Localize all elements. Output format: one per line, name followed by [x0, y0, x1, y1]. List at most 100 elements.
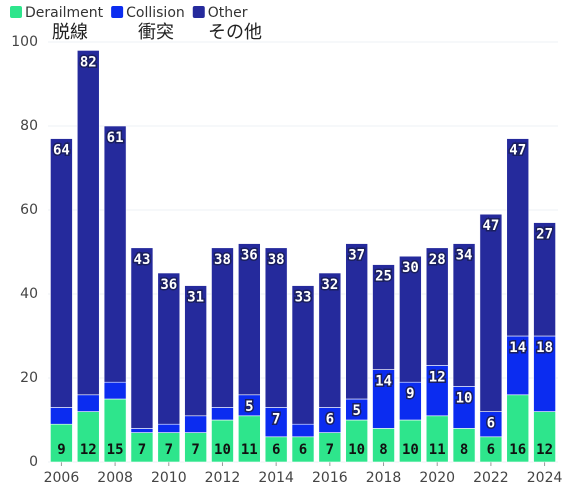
x-tick-label: 2012 — [205, 470, 241, 486]
data-label: 37 — [348, 248, 365, 264]
bar-segment — [50, 138, 73, 408]
data-label: 31 — [187, 290, 204, 306]
bar-segment — [211, 407, 234, 421]
bar-segment — [157, 272, 181, 425]
bar-segment — [291, 285, 315, 425]
bar-segment — [506, 138, 530, 337]
data-label: 7 — [165, 442, 173, 458]
bar-segment — [157, 423, 181, 433]
data-label: 38 — [268, 252, 285, 268]
data-label: 27 — [536, 227, 553, 243]
data-label: 9 — [57, 442, 65, 458]
data-label: 7 — [272, 411, 280, 427]
bar-segment — [264, 247, 288, 408]
legend-swatch — [10, 6, 22, 18]
bar-segment — [318, 272, 342, 408]
data-label: 5 — [245, 399, 253, 415]
x-tick-label: 2016 — [312, 470, 348, 486]
data-label: 12 — [429, 369, 446, 385]
data-label: 28 — [429, 252, 446, 268]
annotation: 脱線 — [52, 22, 88, 43]
data-label: 8 — [460, 442, 468, 458]
data-label: 10 — [456, 390, 473, 406]
data-label: 36 — [160, 277, 177, 293]
data-label: 47 — [509, 143, 526, 159]
data-label: 6 — [299, 442, 307, 458]
data-label: 82 — [80, 54, 97, 70]
x-tick-label: 2010 — [151, 470, 187, 486]
data-label: 18 — [536, 340, 553, 356]
data-label: 6 — [272, 442, 280, 458]
x-tick-label: 2020 — [419, 470, 455, 486]
data-label: 5 — [352, 403, 360, 419]
bar-segment — [76, 394, 100, 412]
y-tick-label: 20 — [20, 370, 38, 386]
x-tick-label: 2022 — [473, 470, 509, 486]
y-tick-label: 100 — [11, 34, 38, 50]
data-label: 7 — [191, 442, 199, 458]
bar-segment — [184, 285, 207, 417]
data-label: 8 — [379, 442, 387, 458]
data-label: 6 — [487, 416, 495, 432]
legend-label: Other — [208, 5, 248, 21]
data-label: 43 — [134, 252, 151, 268]
data-label: 16 — [509, 442, 526, 458]
data-label: 64 — [53, 143, 70, 159]
data-label: 9 — [406, 386, 414, 402]
data-label: 33 — [295, 290, 312, 306]
data-label: 10 — [214, 442, 231, 458]
data-label: 61 — [107, 130, 124, 146]
bar-segment — [103, 125, 127, 383]
data-label: 10 — [348, 442, 365, 458]
x-tick-label: 2018 — [366, 470, 402, 486]
data-label: 25 — [375, 269, 392, 285]
data-label: 14 — [375, 374, 392, 390]
bar-segment — [130, 247, 154, 429]
data-label: 6 — [487, 442, 495, 458]
data-label: 7 — [326, 442, 334, 458]
data-label: 12 — [536, 442, 553, 458]
y-tick-label: 80 — [20, 118, 38, 134]
data-label: 10 — [402, 442, 419, 458]
legend-label: Collision — [126, 5, 185, 21]
bar-segment — [399, 255, 422, 383]
data-label: 7 — [138, 442, 146, 458]
legend-swatch — [111, 6, 124, 18]
annotation: 衝突 — [138, 22, 174, 43]
legend-label: Derailment — [25, 5, 104, 21]
bar-segment — [103, 381, 127, 400]
x-tick-label: 2014 — [258, 470, 294, 486]
data-label: 30 — [402, 260, 419, 276]
bar-segment — [76, 50, 100, 396]
data-label: 36 — [241, 248, 258, 264]
bar-segment — [425, 247, 449, 366]
y-tick-label: 0 — [29, 454, 38, 470]
bar-segment — [238, 243, 261, 396]
x-tick-label: 2008 — [97, 470, 133, 486]
bar-segment — [372, 264, 395, 370]
data-label: 32 — [321, 277, 338, 293]
data-label: 11 — [241, 442, 258, 458]
data-label: 15 — [107, 442, 124, 458]
bar-segment — [452, 243, 476, 387]
data-label: 38 — [214, 252, 231, 268]
bar-segment — [211, 247, 234, 408]
bar-segment — [533, 222, 556, 337]
bar-segment — [345, 243, 368, 400]
data-label: 14 — [509, 340, 526, 356]
bar-segment — [50, 407, 73, 425]
data-label: 12 — [80, 442, 97, 458]
data-label: 47 — [482, 218, 499, 234]
legend-swatch — [192, 6, 205, 18]
bar-segment — [291, 423, 315, 438]
annotation: その他 — [208, 22, 262, 43]
data-label: 6 — [326, 411, 334, 427]
bar-segment — [130, 428, 154, 433]
data-label: 11 — [429, 442, 446, 458]
x-tick-label: 2006 — [44, 470, 80, 486]
data-label: 34 — [456, 248, 473, 264]
bar-segment — [479, 213, 503, 412]
bar-segment — [184, 415, 207, 433]
y-tick-label: 60 — [20, 202, 38, 218]
